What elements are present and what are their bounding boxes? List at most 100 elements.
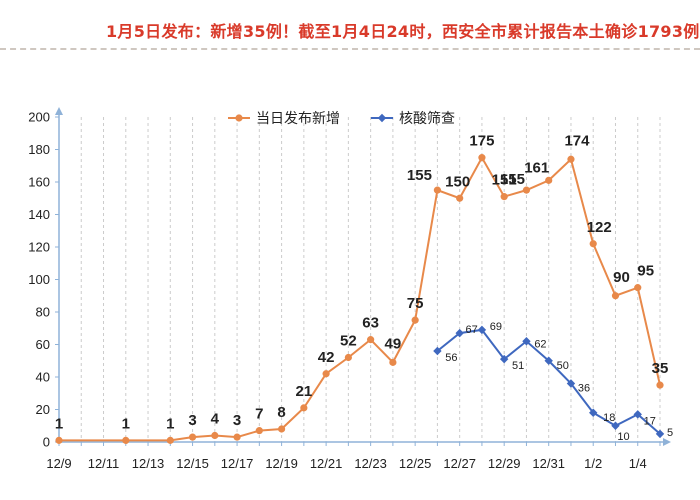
data-label: 18 <box>603 412 615 424</box>
data-label: 4 <box>211 411 220 428</box>
legend: 当日发布新增 核酸筛查 <box>228 111 455 127</box>
data-label: 175 <box>469 133 494 150</box>
data-label: 151 <box>492 172 517 189</box>
data-label: 67 <box>466 324 478 336</box>
x-tick-label: 12/11 <box>88 456 120 471</box>
data-point <box>522 337 531 346</box>
data-label: 36 <box>578 383 590 395</box>
data-point <box>655 429 665 439</box>
data-point <box>166 436 174 444</box>
y-tick-label: 180 <box>28 142 50 157</box>
x-tick-label: 12/25 <box>399 456 432 471</box>
data-label: 155 <box>407 167 432 184</box>
legend-item-screening: 核酸筛查 <box>371 111 455 127</box>
series-new-cases-line <box>59 155 661 442</box>
data-label: 52 <box>340 333 357 350</box>
data-label: 42 <box>318 349 335 366</box>
data-label: 51 <box>512 360 524 372</box>
data-point <box>367 336 375 344</box>
data-label: 90 <box>613 269 630 286</box>
data-label: 56 <box>445 352 457 364</box>
y-tick-label: 0 <box>43 435 50 450</box>
data-point <box>499 354 509 364</box>
data-label: 155 <box>500 171 525 188</box>
data-point <box>522 186 531 194</box>
data-label: 75 <box>407 295 424 312</box>
data-point <box>611 421 620 430</box>
y-tick-label: 140 <box>28 207 50 222</box>
legend-label: 当日发布新增 <box>256 111 340 127</box>
data-label: 95 <box>637 263 654 280</box>
data-label: 1 <box>166 415 174 432</box>
legend-marker <box>377 113 387 123</box>
y-tick-label: 20 <box>36 402 50 417</box>
y-tick-label: 100 <box>28 272 50 287</box>
data-point <box>544 356 553 365</box>
x-axis-arrow <box>663 438 671 446</box>
y-tick-label: 120 <box>28 240 50 255</box>
x-tick-label: 12/21 <box>310 456 343 471</box>
data-label: 161 <box>524 159 549 176</box>
data-point <box>634 284 642 292</box>
data-point <box>567 155 575 163</box>
x-tick-label: 1/4 <box>629 456 647 471</box>
data-label: 62 <box>534 338 546 350</box>
data-point <box>477 325 487 335</box>
data-point <box>389 358 397 366</box>
data-label: 21 <box>296 383 313 400</box>
data-label: 174 <box>564 132 590 149</box>
data-point <box>478 154 486 162</box>
data-point <box>611 292 620 300</box>
data-label: 49 <box>385 335 402 352</box>
data-point <box>456 194 464 202</box>
data-point <box>211 431 219 440</box>
data-label: 3 <box>188 412 196 429</box>
x-tick-label: 12/31 <box>532 456 565 471</box>
data-label: 35 <box>652 360 669 377</box>
y-axis-arrow <box>55 107 63 115</box>
y-tick-label: 80 <box>36 305 50 320</box>
legend-label: 核酸筛查 <box>399 111 455 127</box>
data-point <box>277 425 286 433</box>
data-point <box>589 240 597 248</box>
y-tick-label: 160 <box>28 175 50 190</box>
x-tick-label: 1/2 <box>584 456 602 471</box>
data-point <box>545 176 553 184</box>
data-point <box>188 433 197 441</box>
headline-banner: 1月5日发布：新增35例！截至1月4日24时，西安全市累计报告本土确诊1793例 <box>0 18 700 44</box>
x-tick-label: 12/27 <box>443 456 476 471</box>
y-tick-label: 200 <box>28 110 50 125</box>
data-point <box>566 379 576 388</box>
y-tick-label: 60 <box>36 337 50 352</box>
legend-marker <box>235 114 243 122</box>
data-label: 150 <box>445 173 470 190</box>
data-point <box>433 186 442 194</box>
data-point <box>255 427 263 435</box>
data-label: 7 <box>255 406 263 423</box>
data-label: 50 <box>557 360 569 372</box>
data-point <box>500 193 508 201</box>
data-point <box>122 436 130 444</box>
series-lines <box>55 154 665 444</box>
x-tick-label: 12/29 <box>488 456 521 471</box>
y-tick-label: 40 <box>36 370 50 385</box>
x-tick-label: 12/13 <box>132 456 165 471</box>
data-point <box>55 436 63 444</box>
data-label: 69 <box>490 321 502 333</box>
x-tick-label: 12/17 <box>221 456 254 471</box>
data-label: 8 <box>277 404 285 421</box>
data-point <box>433 346 442 356</box>
data-point <box>656 381 664 389</box>
x-tick-label: 12/19 <box>265 456 298 471</box>
data-label: 10 <box>617 431 629 443</box>
headline-text: 1月5日发布：新增35例！截至1月4日24时，西安全市累计报告本土确诊1793例 <box>106 22 700 41</box>
data-label: 122 <box>587 219 612 236</box>
data-label: 3 <box>233 412 241 429</box>
data-point <box>455 328 464 338</box>
x-tick-label: 12/23 <box>354 456 387 471</box>
legend-item-new-cases: 当日发布新增 <box>228 111 340 127</box>
data-label: 17 <box>644 415 656 427</box>
